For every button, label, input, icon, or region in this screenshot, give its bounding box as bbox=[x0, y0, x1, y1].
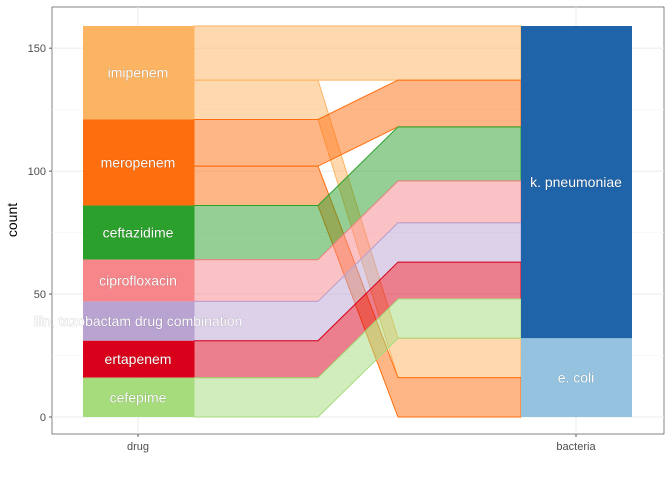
bacteria-stratum-label: k. pneumoniae bbox=[530, 174, 622, 190]
bacteria-stratum bbox=[521, 26, 632, 339]
drug-stratum-label: ceftazidime bbox=[103, 225, 174, 241]
drug-stratum-label: llin, tazobactam drug combination bbox=[34, 313, 243, 329]
bacteria-stratum bbox=[521, 338, 632, 417]
x-tick-label: drug bbox=[127, 441, 149, 453]
y-tick-label: 100 bbox=[28, 166, 46, 178]
stratum-layer bbox=[83, 26, 632, 417]
y-axis-title: count bbox=[4, 203, 20, 237]
drug-stratum-label: imipenem bbox=[108, 65, 169, 81]
flow-band bbox=[193, 25, 522, 81]
y-tick-label: 0 bbox=[40, 412, 46, 424]
drug-stratum bbox=[83, 26, 194, 120]
y-tick-label: 50 bbox=[34, 289, 46, 301]
drug-stratum bbox=[83, 301, 194, 341]
drug-stratum bbox=[83, 340, 194, 378]
bacteria-stratum-label: e. coli bbox=[558, 370, 595, 386]
drug-stratum-label: cefepime bbox=[110, 389, 167, 405]
drug-stratum bbox=[83, 259, 194, 302]
drug-stratum-label: ciprofloxacin bbox=[99, 273, 177, 289]
x-tick-label: bacteria bbox=[556, 441, 596, 453]
drug-stratum bbox=[83, 119, 194, 206]
drug-stratum bbox=[83, 377, 194, 417]
y-tick-label: 150 bbox=[28, 43, 46, 55]
drug-stratum-label: ertapenem bbox=[105, 351, 172, 367]
drug-stratum bbox=[83, 205, 194, 260]
drug-stratum-label: meropenem bbox=[101, 154, 176, 170]
label-layer: imipenem meropenem ceftazidime ciprofloxaci… bbox=[33, 64, 622, 405]
axis-layer: 0 50 100 150 drug bacteria bbox=[28, 43, 597, 453]
flow-layer bbox=[193, 25, 522, 418]
